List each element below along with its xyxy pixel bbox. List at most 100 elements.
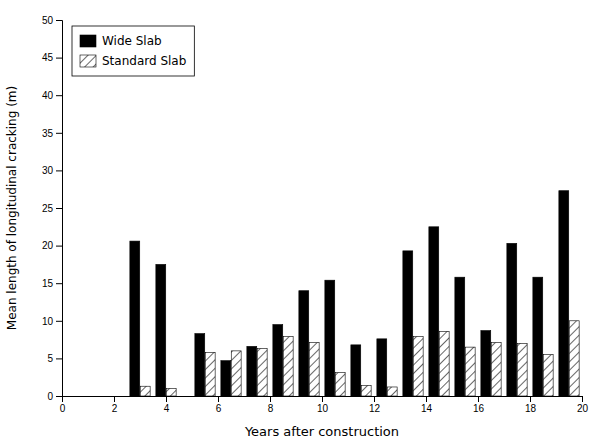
y-tick-label: 40 [42,90,54,101]
bar [481,331,491,396]
bar [559,191,569,396]
y-tick-label: 50 [42,15,54,26]
bar [455,277,465,396]
x-axis-title: Years after construction [244,424,399,439]
x-tick-label: 20 [577,403,589,414]
bar [309,343,319,396]
y-tick-label: 25 [42,203,54,214]
bar [247,346,257,396]
x-tick: 14 [421,396,433,414]
y-tick-label: 10 [42,316,54,327]
x-tick-label: 12 [369,403,381,414]
legend-label: Standard Slab [102,54,186,68]
y-tick: 20 [42,240,62,251]
x-tick-label: 16 [473,403,485,414]
y-tick-mark [56,283,62,284]
bar [231,351,241,396]
y-tick-mark [56,133,62,134]
y-tick-mark [56,321,62,322]
x-tick: 10 [317,396,329,414]
bar [439,331,449,396]
bar [543,355,553,396]
y-tick: 50 [42,15,62,26]
x-tick: 2 [112,396,118,414]
chart: 0246810121416182005101520253035404550Wid… [0,0,602,446]
y-tick: 25 [42,203,62,214]
y-tick: 10 [42,316,62,327]
x-tick-mark [582,396,583,402]
y-tick-mark [56,358,62,359]
y-tick-label: 5 [47,353,53,364]
bar [377,339,387,396]
x-tick-label: 10 [317,403,329,414]
plot: 0246810121416182005101520253035404550Wid… [42,15,589,414]
x-tick-label: 14 [421,403,433,414]
bar [387,387,397,396]
x-tick-mark [530,396,531,402]
bar [429,227,439,396]
x-tick-label: 4 [164,403,170,414]
bar [403,251,413,396]
bar [533,277,543,396]
y-tick: 0 [47,391,62,402]
y-tick: 40 [42,90,62,101]
legend-item: Standard Slab [80,54,186,68]
x-tick-label: 18 [525,403,537,414]
y-tick: 15 [42,278,62,289]
x-tick: 18 [525,396,537,414]
x-tick-mark [114,396,115,402]
bar [205,352,215,396]
x-axis-line [63,397,583,403]
x-tick-label: 8 [268,403,274,414]
y-tick-label: 30 [42,165,54,176]
y-tick-mark [56,20,62,21]
series [130,191,569,396]
bar [166,388,176,396]
y-tick: 45 [42,52,62,63]
bar [130,241,140,396]
x-tick-mark [478,396,479,402]
y-axis: 05101520253035404550 [42,15,63,402]
bar [507,243,517,396]
x-tick-mark [218,396,219,402]
x-tick: 8 [268,396,274,414]
legend-swatch [80,55,96,67]
bar [221,361,231,396]
bar [325,280,335,396]
y-tick-label: 20 [42,240,54,251]
y-tick-mark [56,58,62,59]
bar [195,334,205,396]
bar [283,337,293,396]
bar [491,343,501,396]
bar [351,345,361,396]
legend-label: Wide Slab [102,34,162,48]
x-tick-mark [426,396,427,402]
y-axis-line [56,21,63,397]
bar [465,347,475,396]
series [140,321,579,396]
x-tick: 20 [577,396,589,414]
y-tick-label: 15 [42,278,54,289]
x-tick: 4 [164,396,170,414]
y-tick-label: 0 [47,391,53,402]
y-tick: 5 [47,353,62,364]
bars [130,191,579,396]
bar [140,386,150,396]
legend-box [72,26,194,76]
x-tick-mark [166,396,167,402]
x-tick: 12 [369,396,381,414]
y-tick-mark [56,208,62,209]
x-axis: 02468101214161820 [60,396,589,414]
bar [299,291,309,396]
y-tick-mark [56,95,62,96]
legend-swatch [80,35,96,47]
bar [517,343,527,396]
x-tick-mark [270,396,271,402]
x-tick-mark [322,396,323,402]
x-tick-label: 6 [216,403,222,414]
x-tick-mark [374,396,375,402]
x-tick-label: 2 [112,403,118,414]
x-tick: 6 [216,396,222,414]
x-tick: 16 [473,396,485,414]
y-tick-mark [56,170,62,171]
